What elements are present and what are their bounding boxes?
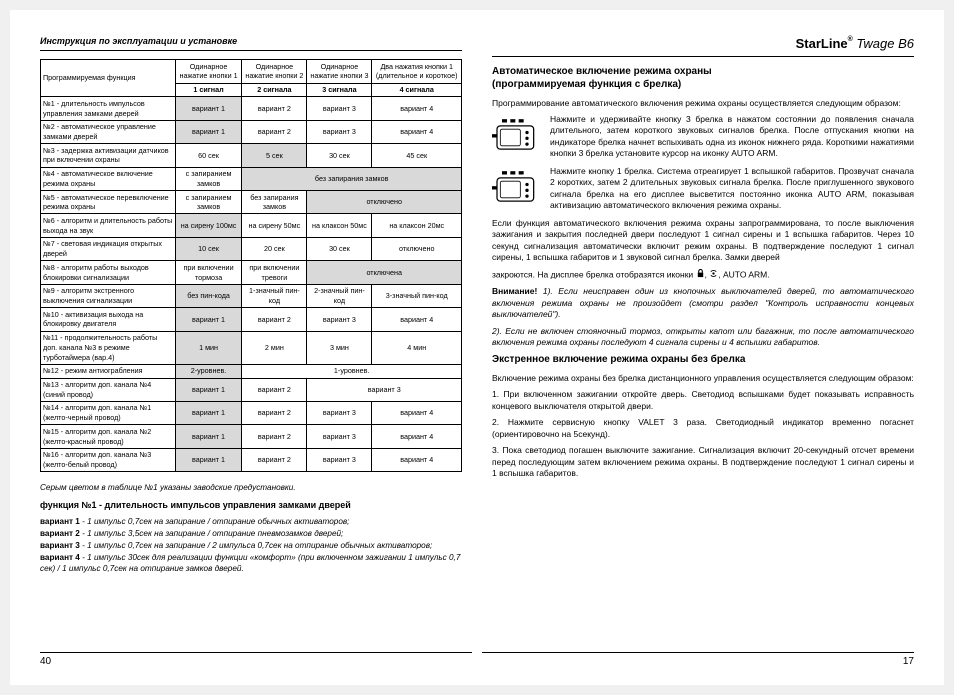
right-page-header: StarLine® Twage B6	[492, 35, 914, 57]
functions-table: Программируемая функция Одинарное нажати…	[40, 59, 462, 472]
step-1: Нажмите и удерживайте кнопку 3 брелка в …	[492, 114, 914, 160]
right-page: StarLine® Twage B6 Автоматическое включе…	[492, 35, 914, 665]
brand-logo: StarLine®	[796, 36, 853, 51]
para-result: Если функция автоматического включения р…	[492, 218, 914, 264]
section-auto-arm-title: Автоматическое включение режима охраны(п…	[492, 65, 914, 92]
section-emergency-title: Экстренное включение режима охраны без б…	[492, 353, 914, 367]
left-page: Инструкция по эксплуатации и установке П…	[40, 35, 462, 665]
warning-1: Внимание! 1). Если неисправен один из кн…	[492, 286, 914, 320]
step-2: Нажмите кнопку 1 брелка. Система отреаги…	[492, 166, 914, 212]
document-spread: Инструкция по эксплуатации и установке П…	[10, 10, 944, 685]
th-function: Программируемая функция	[41, 60, 176, 97]
table-footnote: Серым цветом в таблице №1 указаны заводс…	[40, 482, 462, 493]
remote-icon	[492, 114, 542, 156]
warning-2: 2). Если не включен стояночный тормоз, о…	[492, 326, 914, 349]
para-icons: закроются. На дисплее брелка отобразятся…	[492, 269, 914, 281]
remote-icon	[492, 166, 542, 208]
page-number-left: 40	[40, 652, 472, 667]
intro-para: Программирование автоматического включен…	[492, 98, 914, 109]
variants-list: вариант 1 - 1 импульс 0,7сек на запирани…	[40, 516, 462, 575]
left-page-header: Инструкция по эксплуатации и установке	[40, 35, 462, 51]
function1-title: функция №1 - длительность импульсов упра…	[40, 499, 462, 511]
lock-icon	[696, 269, 705, 281]
page-number-right: 17	[482, 652, 914, 667]
signal-icon	[709, 269, 718, 281]
